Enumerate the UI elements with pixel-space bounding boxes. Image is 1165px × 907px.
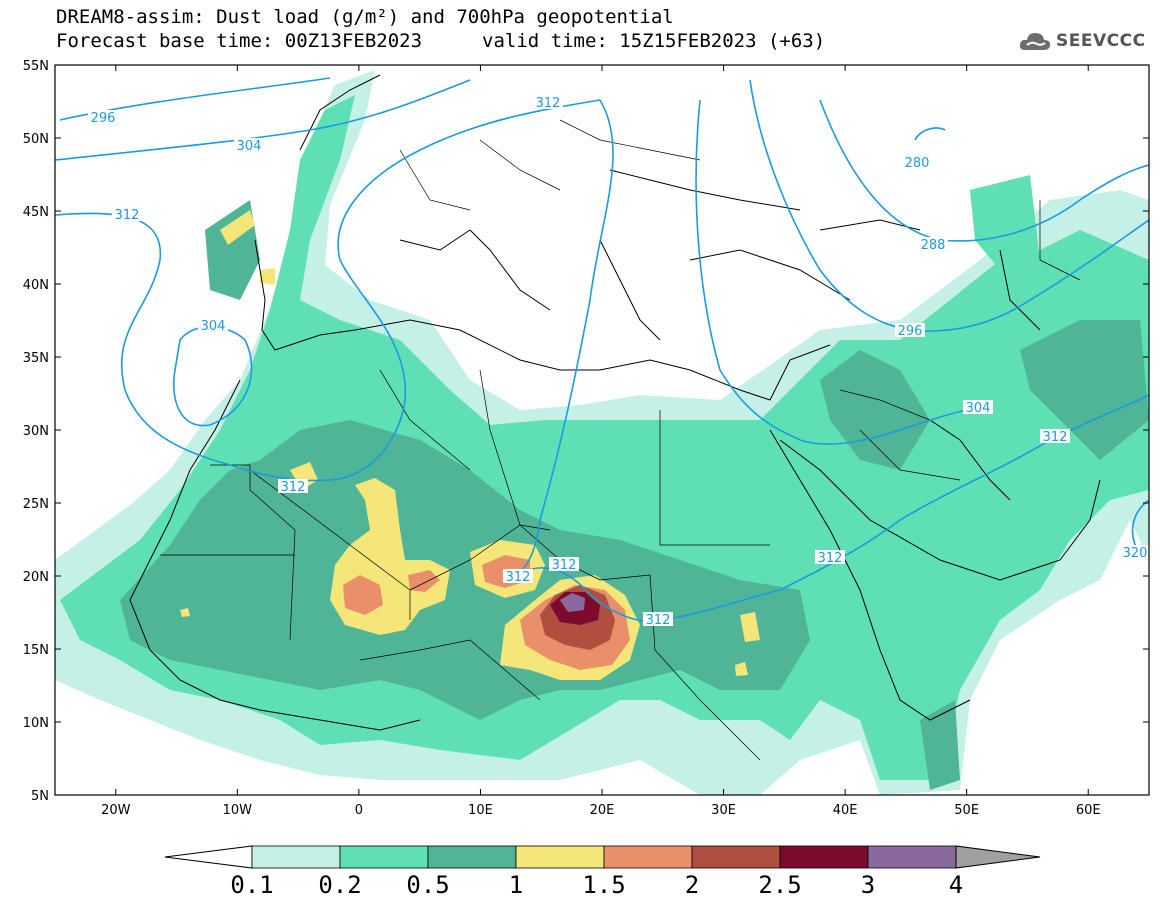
colorbar-label: 1 — [508, 871, 524, 899]
contour-label: 304 — [966, 401, 991, 416]
longitude-axis: 20W 10W 0 10E 20E 30E 40E 50E 60E — [101, 65, 1101, 818]
contour-label: 288 — [921, 238, 946, 253]
colorbar-label: 4 — [948, 871, 964, 899]
dust-layer-purple — [560, 593, 585, 612]
contour-label: 312 — [536, 96, 561, 111]
lon-tick-label: 30E — [711, 803, 736, 818]
lon-tick-label: 50E — [954, 803, 979, 818]
lon-tick-label: 20E — [590, 803, 615, 818]
cloud-icon — [1019, 33, 1051, 50]
lat-tick-label: 40N — [23, 278, 49, 293]
borders — [160, 119, 1081, 761]
lat-tick-label: 50N — [23, 132, 49, 147]
lon-tick-label: 60E — [1076, 803, 1101, 818]
colorbar-swatch — [251, 845, 341, 869]
colorbar-swatch — [867, 845, 957, 869]
lon-tick-label: 40E — [833, 803, 858, 818]
lon-tick-label: 20W — [101, 803, 131, 818]
colorbar-swatch — [691, 845, 781, 869]
contour-label: 312 — [115, 208, 140, 223]
colorbar-label: 0.1 — [230, 871, 274, 899]
contour-label: 296 — [898, 324, 923, 339]
lat-tick-label: 35N — [23, 351, 49, 366]
base-time-label: Forecast base time: 00Z13FEB2023 — [56, 30, 423, 52]
contour-label: 312 — [1043, 430, 1068, 445]
contour-labels — [88, 95, 1149, 626]
contour-label: 312 — [552, 558, 577, 573]
contour-label: 312 — [281, 480, 306, 495]
colorbar-swatch — [779, 845, 869, 869]
lat-tick-label: 5N — [31, 789, 49, 804]
colorbar-swatch — [427, 845, 517, 869]
contour-label: 304 — [201, 319, 226, 334]
logo: SEEVCCC — [1018, 28, 1146, 54]
colorbar-swatch — [515, 845, 605, 869]
contour-label: 320 — [1123, 546, 1148, 561]
logo-text: SEEVCCC — [1056, 31, 1146, 51]
lat-tick-label: 20N — [23, 570, 49, 585]
colorbar-label: 0.5 — [406, 871, 450, 899]
contour-label: 296 — [91, 111, 116, 126]
colorbar-label: 2.5 — [758, 871, 802, 899]
colorbar-label: 3 — [860, 871, 876, 899]
colorbar-swatch — [339, 845, 429, 869]
contour-label: 312 — [818, 551, 843, 566]
colorbar-label: 2 — [684, 871, 700, 899]
contour-label: 304 — [237, 139, 262, 154]
contour-label: 312 — [506, 570, 531, 585]
lat-tick-label: 10N — [23, 716, 49, 731]
contour-label: 312 — [646, 613, 671, 628]
lon-tick-label: 10E — [468, 803, 493, 818]
lat-tick-label: 15N — [23, 643, 49, 658]
colorbar — [164, 845, 1041, 869]
valid-time-label: valid time: 15Z15FEB2023 (+63) — [482, 30, 826, 52]
lat-tick-label: 30N — [23, 424, 49, 439]
map-title: DREAM8-assim: Dust load (g/m²) and 700hP… — [56, 6, 674, 28]
colorbar-label: 1.5 — [582, 871, 626, 899]
colorbar-under-triangle — [164, 845, 253, 869]
lon-tick-label: 10W — [223, 803, 253, 818]
contour-label-texts: 296 304 312 304 312 312 312 312 312 312 … — [91, 96, 1148, 628]
lat-tick-label: 55N — [23, 59, 49, 74]
lat-tick-label: 45N — [23, 205, 49, 220]
lon-tick-label: 0 — [355, 803, 363, 818]
colorbar-label: 0.2 — [318, 871, 362, 899]
lat-tick-label: 25N — [23, 497, 49, 512]
latitude-axis: 55N 50N 45N 40N 35N 30N 25N 20N 15N 10N 5N — [23, 59, 1149, 804]
colorbar-over-triangle — [955, 845, 1041, 869]
colorbar-swatch — [603, 845, 693, 869]
contour-label: 280 — [905, 156, 930, 171]
